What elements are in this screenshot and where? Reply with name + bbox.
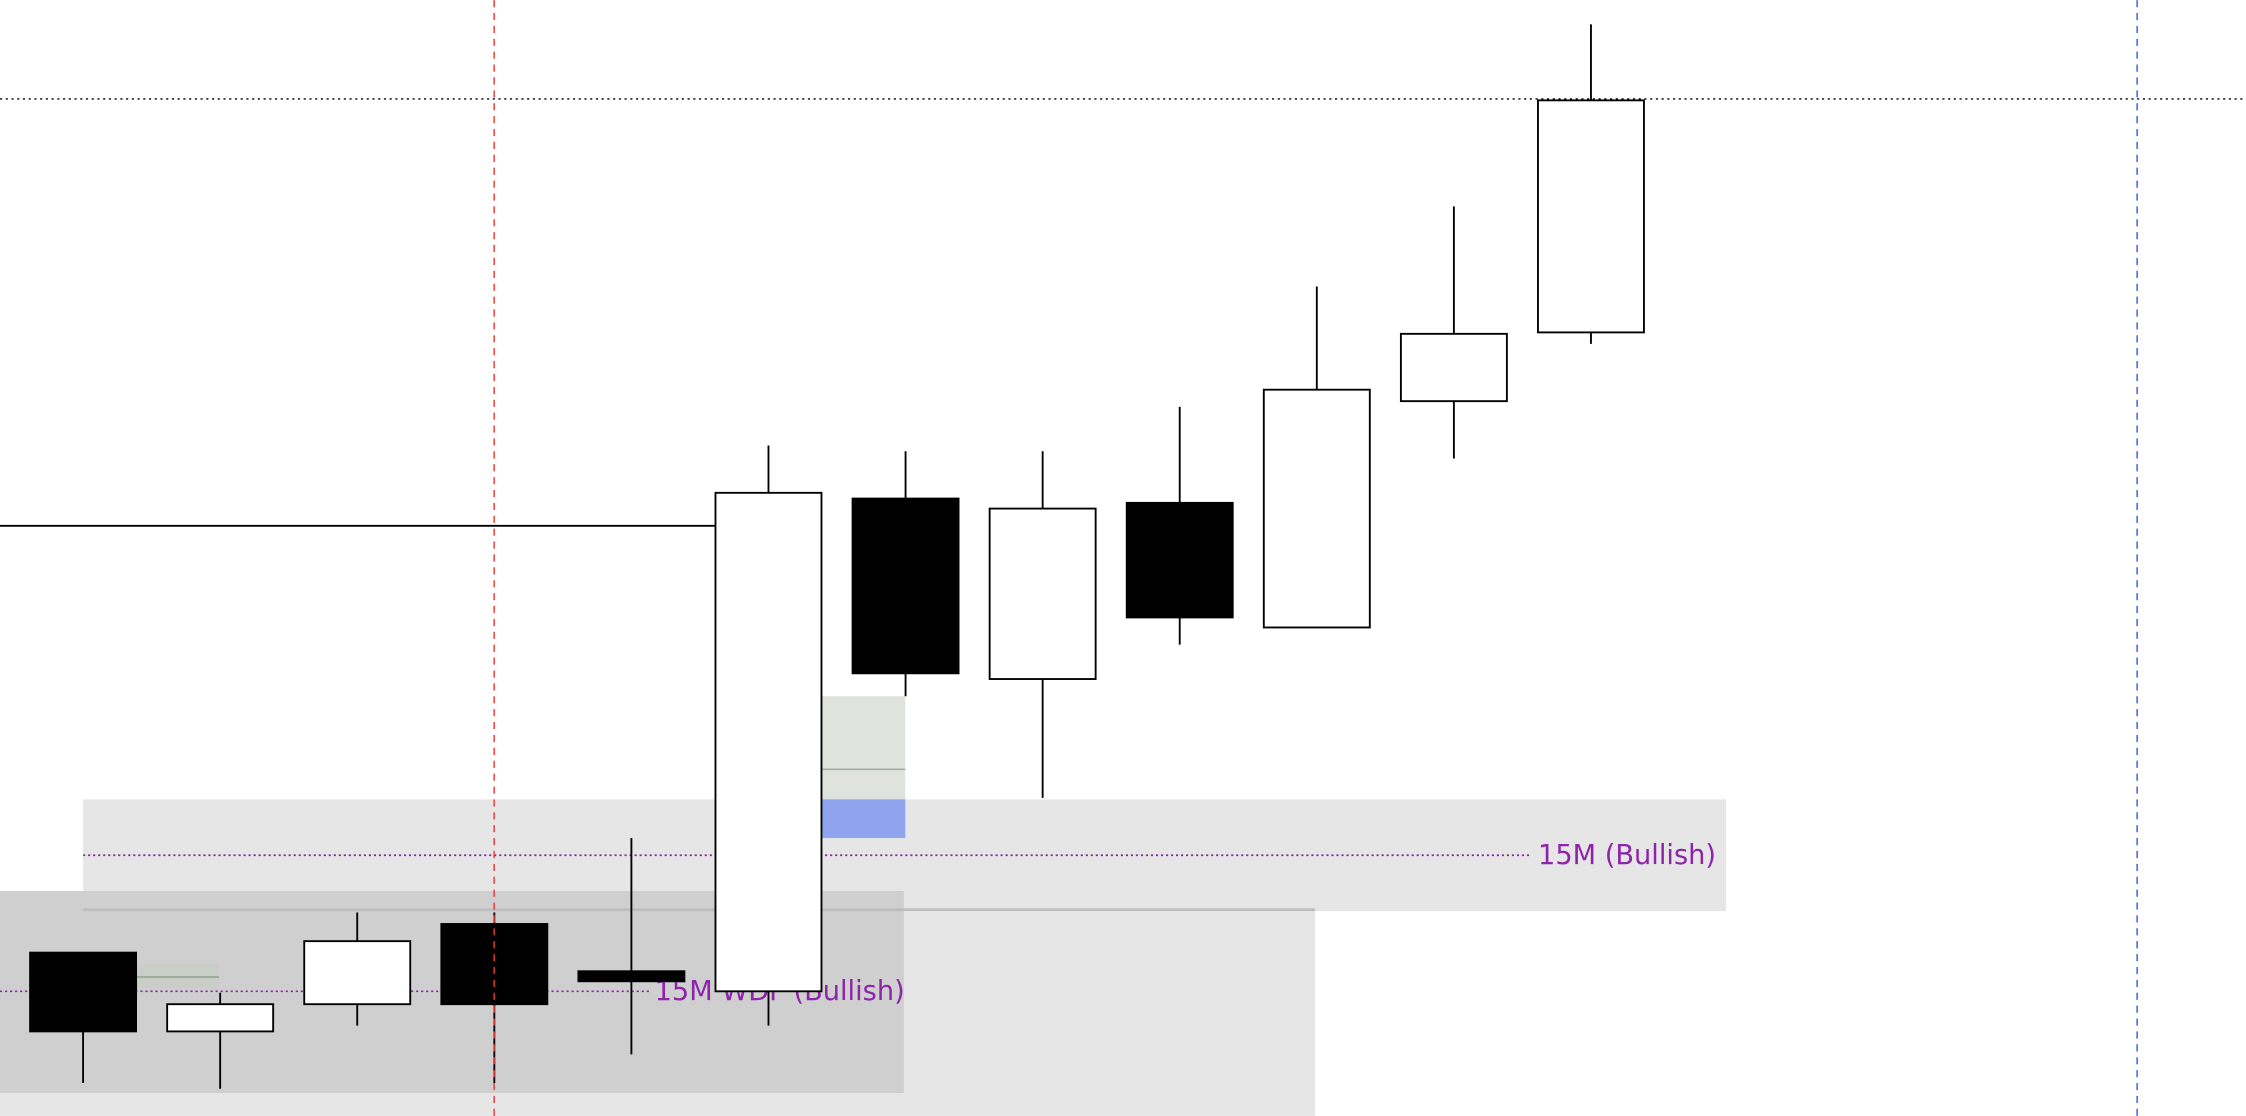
candle-body <box>1262 388 1371 629</box>
markers <box>493 0 2138 1116</box>
candle-body <box>851 497 960 675</box>
candle-body <box>577 970 686 983</box>
candles <box>29 24 1645 1089</box>
candle-body <box>1399 332 1508 403</box>
candle-body <box>166 1003 275 1033</box>
candle-body <box>1537 99 1645 334</box>
candle-body <box>714 491 823 993</box>
zone <box>820 799 906 839</box>
candle-body <box>440 923 549 1006</box>
candle-body <box>988 507 1097 680</box>
candle-body <box>1125 501 1234 619</box>
candle-body <box>29 951 138 1033</box>
candle-body <box>303 940 412 1006</box>
level-label: 15M (Bullish) <box>1538 840 1716 871</box>
